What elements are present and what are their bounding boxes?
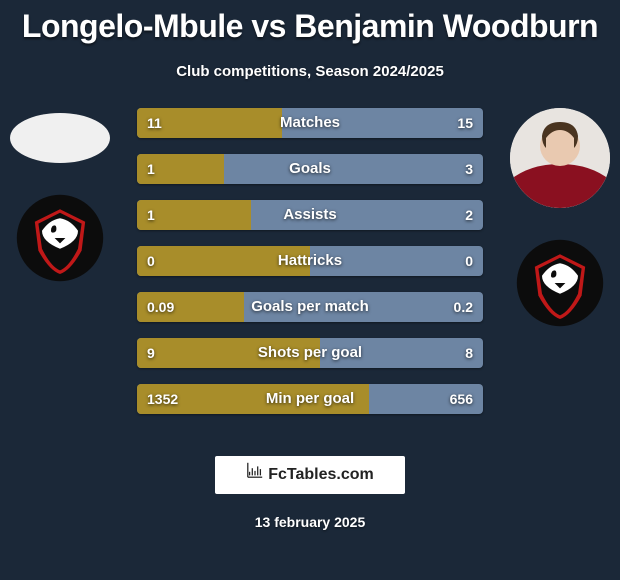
left-player-club-badge xyxy=(15,193,105,283)
stat-label: Goals xyxy=(137,154,483,184)
stat-label: Min per goal xyxy=(137,384,483,414)
stat-row: 98Shots per goal xyxy=(137,338,483,368)
stat-row: 00Hattricks xyxy=(137,246,483,276)
stat-label: Matches xyxy=(137,108,483,138)
stat-row: 12Assists xyxy=(137,200,483,230)
left-player-column xyxy=(0,108,120,428)
stat-row: 1115Matches xyxy=(137,108,483,138)
stat-label: Goals per match xyxy=(137,292,483,322)
stat-label: Assists xyxy=(137,200,483,230)
fctables-logo-icon xyxy=(246,456,264,494)
right-player-column xyxy=(500,108,620,428)
right-player-avatar xyxy=(510,108,610,208)
stat-bars: 1115Matches 13Goals 12Assists 00Hattricks 0.… xyxy=(137,108,483,430)
watermark-text: FcTables.com xyxy=(268,466,374,483)
right-player-club-badge xyxy=(515,238,605,328)
watermark: FcTables.com xyxy=(215,456,405,494)
left-player-avatar-placeholder xyxy=(10,113,110,163)
stat-row: 13Goals xyxy=(137,154,483,184)
stat-label: Shots per goal xyxy=(137,338,483,368)
comparison-panel: 1115Matches 13Goals 12Assists 00Hattricks 0.… xyxy=(0,108,620,448)
date-label: 13 february 2025 xyxy=(0,514,620,530)
stat-row: 1352656Min per goal xyxy=(137,384,483,414)
subtitle: Club competitions, Season 2024/2025 xyxy=(0,63,620,80)
page-title: Longelo-Mbule vs Benjamin Woodburn xyxy=(0,0,620,45)
stat-row: 0.090.2Goals per match xyxy=(137,292,483,322)
stat-label: Hattricks xyxy=(137,246,483,276)
